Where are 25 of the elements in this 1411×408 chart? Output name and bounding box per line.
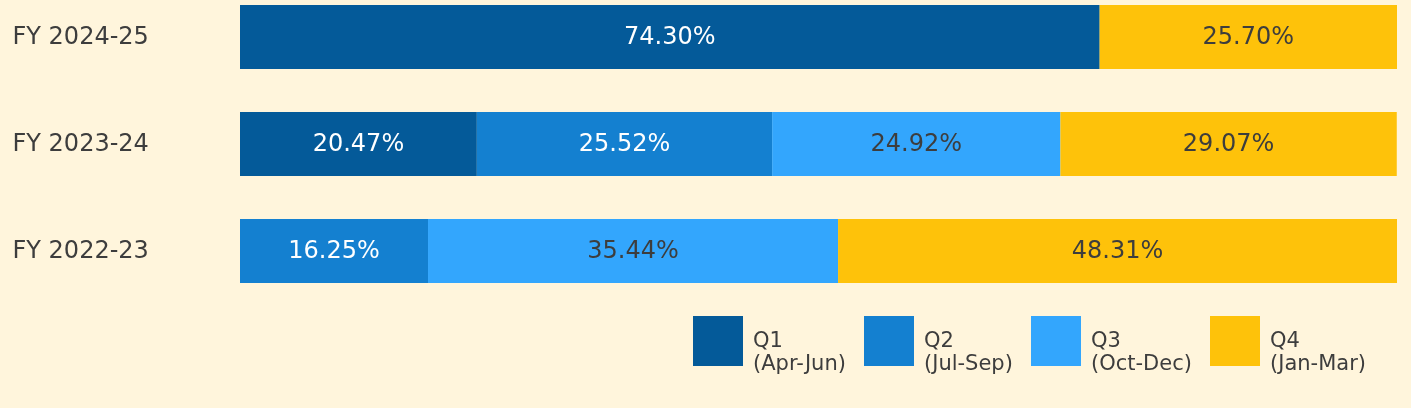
data-label: 25.70% [1202, 22, 1295, 51]
bar [476, 112, 773, 176]
legend-label: Q4 (Jan-Mar) [1270, 328, 1366, 375]
bar [1060, 112, 1397, 176]
bar [1099, 5, 1397, 69]
y-tick-label: FY 2023-24 [12, 129, 149, 157]
data-label: 74.30% [624, 22, 716, 51]
data-label: 24.92% [870, 129, 963, 157]
y-tick-label: FY 2024-25 [12, 22, 149, 51]
y-tick-label: FY 2022-23 [12, 235, 149, 264]
legend-label: Q3 (Oct-Dec) [1091, 328, 1192, 375]
data-label: 35.44% [587, 235, 679, 264]
data-label: 16.25% [288, 235, 380, 264]
data-label: 29.07% [1182, 129, 1275, 157]
bar [428, 219, 839, 283]
bar [240, 112, 477, 176]
bar [240, 219, 429, 283]
data-label: 25.52% [578, 129, 671, 157]
data-label: 20.47% [312, 129, 405, 157]
legend-label: Q1 (Apr-Jun) [753, 328, 846, 375]
bar [240, 5, 1100, 69]
data-label: 48.31% [1071, 235, 1164, 264]
legend-label: Q2 (Jul-Sep) [924, 328, 1013, 375]
bar [838, 219, 1397, 283]
bar [772, 112, 1061, 176]
